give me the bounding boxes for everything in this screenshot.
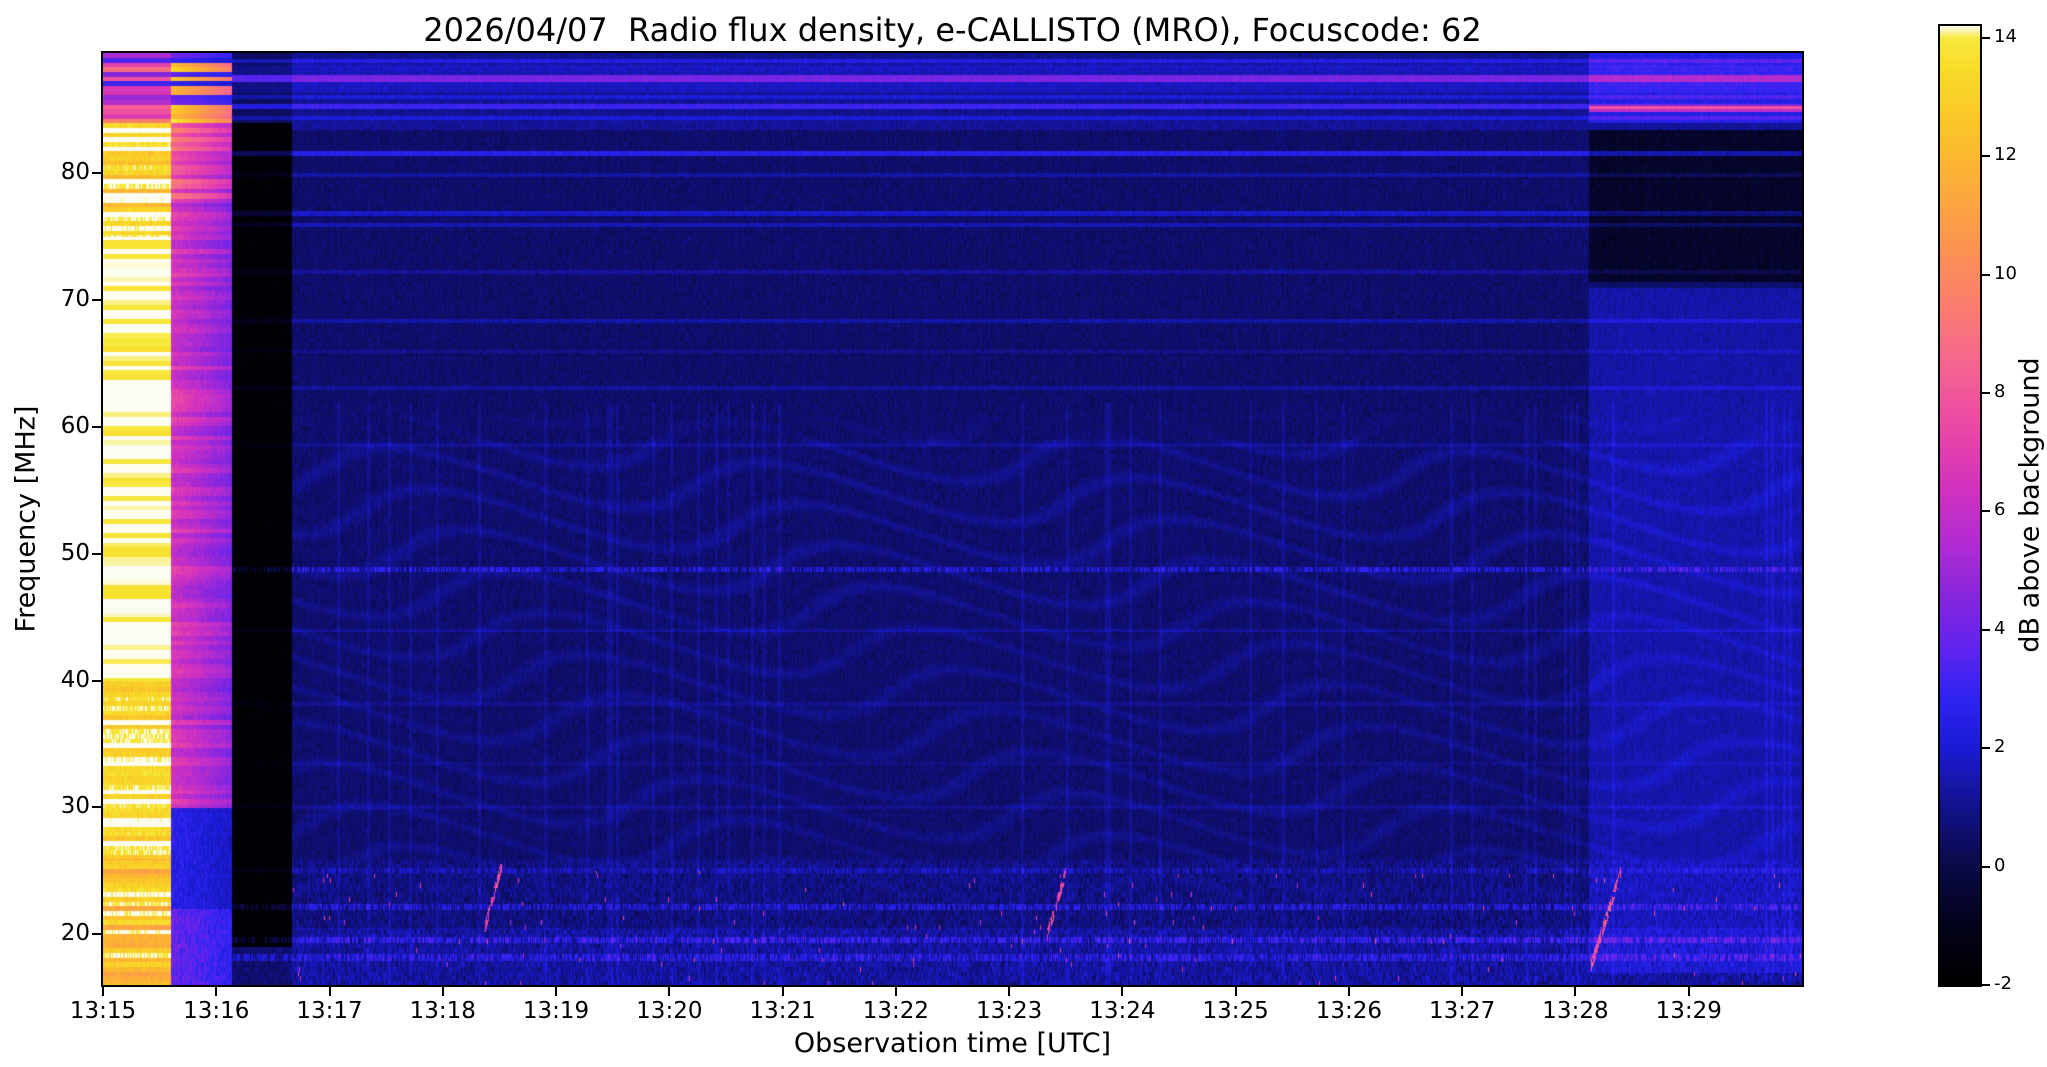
y-tick-mark — [92, 299, 101, 302]
colorbar-tick-label: 12 — [1994, 144, 2017, 166]
y-axis-label: Frequency [MHz] — [10, 405, 42, 633]
x-tick-mark — [1687, 987, 1690, 996]
x-tick-mark — [1234, 987, 1237, 996]
x-tick-label: 13:27 — [1429, 998, 1496, 1024]
y-tick-label: 50 — [60, 539, 90, 566]
x-tick-label: 13:17 — [296, 998, 363, 1024]
colorbar-gradient — [1940, 26, 1980, 985]
x-tick-mark — [102, 987, 104, 996]
y-tick-label: 30 — [60, 793, 90, 820]
y-tick-label: 20 — [60, 920, 90, 947]
y-tick-mark — [92, 933, 101, 936]
x-tick-label: 13:28 — [1542, 998, 1609, 1024]
colorbar-tick-mark — [1982, 155, 1990, 158]
x-axis-label: Observation time [UTC] — [793, 1028, 1112, 1059]
x-tick-label: 13:29 — [1655, 998, 1722, 1024]
x-tick-mark — [894, 987, 897, 996]
x-tick-label: 13:15 — [69, 998, 137, 1024]
x-tick-label: 13:18 — [409, 998, 476, 1024]
y-tick-label: 80 — [60, 159, 90, 186]
x-tick-mark — [215, 987, 218, 996]
colorbar-tick-mark — [1982, 510, 1990, 513]
colorbar-tick-label: 0 — [1994, 854, 2006, 876]
colorbar-tick-mark — [1982, 273, 1990, 276]
x-tick-mark — [1121, 987, 1124, 996]
x-tick-label: 13:24 — [1089, 998, 1156, 1024]
x-tick-mark — [1347, 987, 1350, 996]
colorbar-tick-label: 2 — [1994, 736, 2006, 758]
x-tick-mark — [441, 987, 444, 996]
colorbar-tick-label: 4 — [1994, 617, 2006, 639]
x-tick-mark — [1008, 987, 1011, 996]
chart-title: 2026/04/07 Radio flux density, e-CALLIST… — [423, 11, 1482, 49]
colorbar-tick-mark — [1982, 392, 1990, 395]
x-tick-label: 13:22 — [862, 998, 929, 1024]
colorbar-tick-mark — [1982, 628, 1990, 631]
x-tick-label: 13:21 — [749, 998, 816, 1024]
y-tick-mark — [92, 679, 101, 682]
colorbar-tick-mark — [1982, 865, 1990, 868]
x-tick-label: 13:20 — [636, 998, 703, 1024]
x-tick-label: 13:19 — [522, 998, 590, 1024]
x-tick-label: 13:23 — [975, 998, 1043, 1024]
y-tick-mark — [92, 806, 101, 809]
x-tick-mark — [328, 987, 331, 996]
x-tick-mark — [668, 987, 671, 996]
x-tick-label: 13:25 — [1202, 998, 1269, 1024]
y-tick-label: 60 — [60, 413, 90, 440]
x-tick-mark — [781, 987, 784, 996]
y-tick-mark — [92, 172, 101, 175]
x-tick-mark — [1574, 987, 1577, 996]
colorbar — [1938, 24, 1982, 987]
x-tick-label: 13:26 — [1315, 998, 1383, 1024]
colorbar-tick-label: -2 — [1994, 973, 2012, 994]
y-tick-label: 40 — [60, 666, 90, 693]
colorbar-tick-label: 10 — [1994, 262, 2017, 284]
colorbar-tick-mark — [1982, 984, 1990, 986]
colorbar-label: dB above background — [2014, 357, 2046, 653]
colorbar-tick-mark — [1982, 747, 1990, 750]
colorbar-tick-label: 8 — [1994, 381, 2006, 403]
colorbar-tick-mark — [1982, 36, 1990, 39]
y-tick-label: 70 — [60, 286, 90, 313]
x-tick-mark — [1461, 987, 1464, 996]
colorbar-tick-label: 6 — [1994, 499, 2006, 521]
y-tick-mark — [92, 552, 101, 555]
x-tick-mark — [555, 987, 558, 996]
x-tick-label: 13:16 — [183, 998, 250, 1024]
spectrogram-heatmap — [103, 53, 1802, 985]
spectrogram-plot-area — [101, 51, 1804, 987]
y-tick-mark — [92, 426, 101, 429]
colorbar-tick-label: 14 — [1994, 25, 2017, 47]
